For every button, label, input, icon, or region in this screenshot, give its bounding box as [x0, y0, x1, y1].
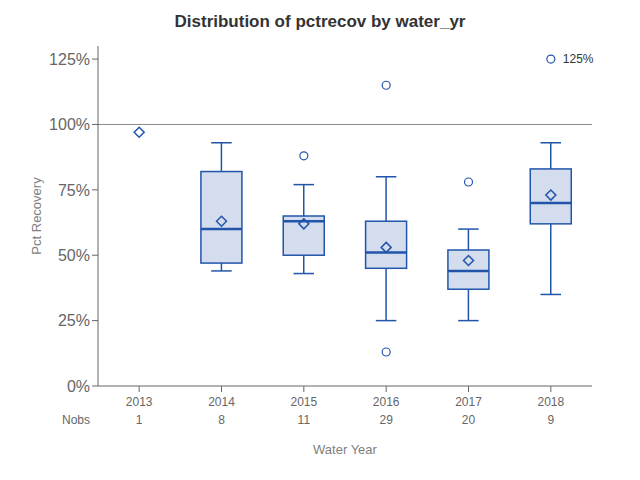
svg-text:2016: 2016 [373, 395, 400, 409]
svg-text:2013: 2013 [126, 395, 153, 409]
svg-text:2018: 2018 [537, 395, 564, 409]
svg-text:100%: 100% [49, 116, 90, 133]
svg-text:11: 11 [298, 413, 311, 427]
svg-text:2015: 2015 [290, 395, 317, 409]
html-text:Distribution of pctrecov by wa: Distribution of pctrecov by water_yr [174, 12, 466, 31]
svg-text:9: 9 [547, 413, 554, 427]
svg-text:Water Year: Water Year [313, 442, 378, 457]
svg-text:Nobs: Nobs [62, 413, 90, 427]
svg-text:25%: 25% [58, 312, 90, 329]
svg-text:75%: 75% [58, 182, 90, 199]
svg-text:1: 1 [136, 413, 143, 427]
svg-text:0%: 0% [67, 378, 90, 395]
svg-text:50%: 50% [58, 247, 90, 264]
svg-text:8: 8 [218, 413, 225, 427]
svg-text:2017: 2017 [455, 395, 482, 409]
svg-text:Pct Recovery: Pct Recovery [29, 177, 44, 255]
svg-text:125%: 125% [563, 52, 594, 66]
svg-text:2014: 2014 [208, 395, 235, 409]
svg-text:125%: 125% [49, 51, 90, 68]
svg-text:29: 29 [379, 413, 393, 427]
svg-text:20: 20 [462, 413, 476, 427]
